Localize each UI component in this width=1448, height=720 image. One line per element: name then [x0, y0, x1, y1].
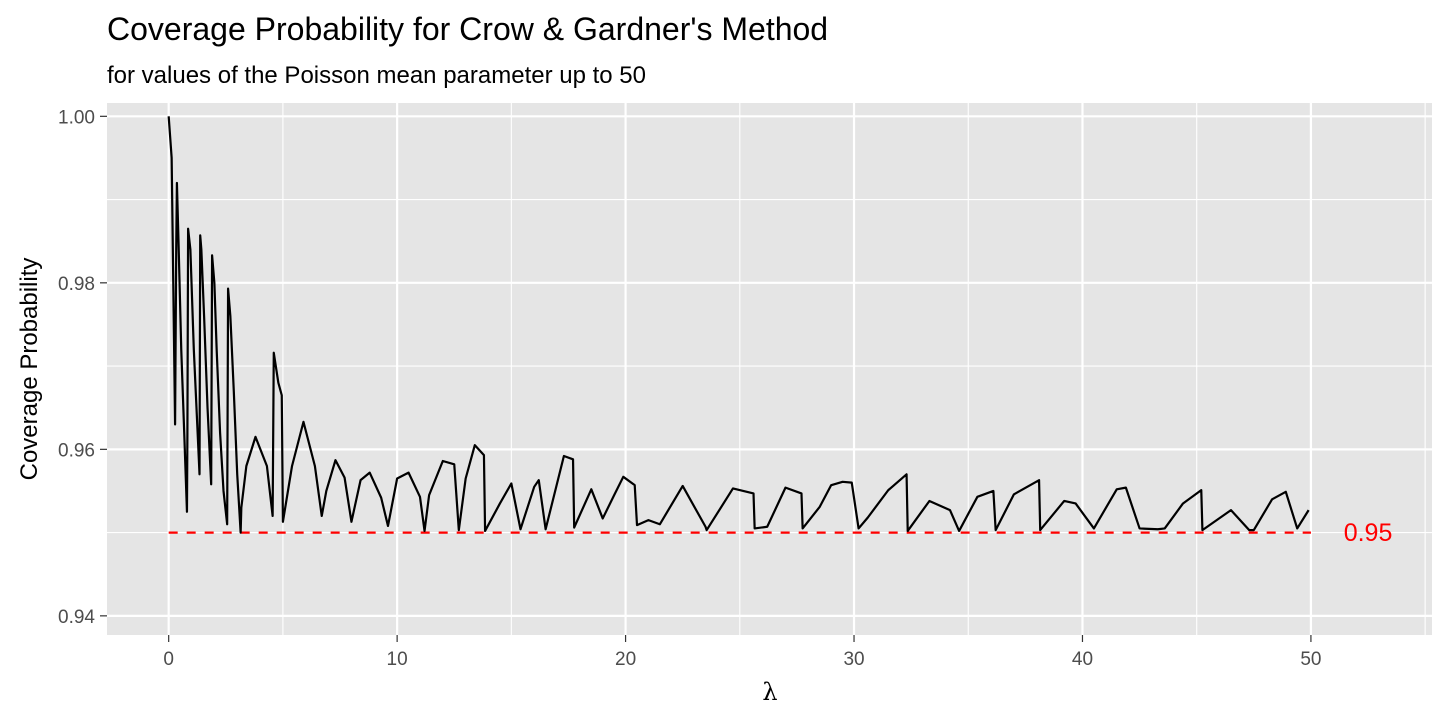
x-axis-ticks: 0 10 20 30 40 50 [163, 635, 1321, 670]
x-axis-label: λ [762, 678, 777, 706]
x-tick-label: 20 [615, 649, 636, 670]
plot-panel [107, 103, 1432, 635]
y-tick-label: 0.94 [58, 607, 95, 628]
chart-title: Coverage Probability for Crow & Gardner'… [107, 11, 828, 47]
y-tick-label: 0.98 [58, 274, 95, 295]
major-gridlines [107, 103, 1432, 635]
chart-subtitle: for values of the Poisson mean parameter… [107, 62, 646, 89]
y-axis-ticks: 0.94 0.96 0.98 1.00 [58, 107, 107, 628]
y-tick-label: 1.00 [58, 107, 95, 128]
x-tick-label: 50 [1300, 649, 1321, 670]
x-tick-label: 0 [163, 649, 174, 670]
coverage-probability-line [167, 116, 1310, 534]
reference-annotation: 0.95 [1344, 519, 1393, 547]
y-axis-label: Coverage Probability [16, 258, 43, 481]
x-tick-label: 40 [1072, 649, 1093, 670]
x-tick-label: 10 [387, 649, 408, 670]
x-tick-label: 30 [843, 649, 864, 670]
y-tick-label: 0.96 [58, 440, 95, 461]
